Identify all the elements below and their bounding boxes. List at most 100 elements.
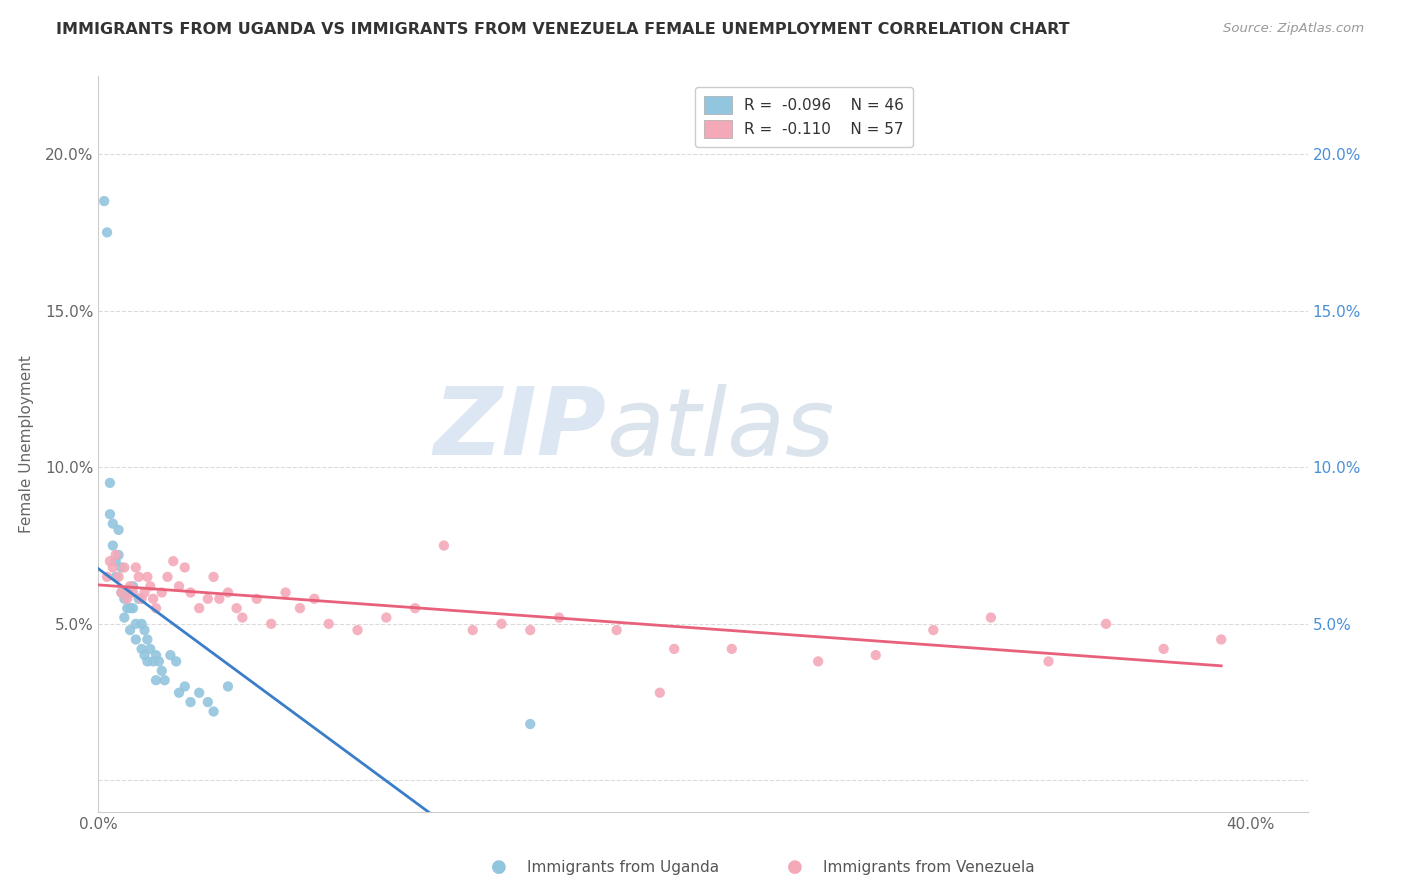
Point bbox=[648, 686, 671, 700]
Point bbox=[98, 554, 121, 568]
Point bbox=[519, 623, 541, 637]
Point bbox=[104, 554, 127, 568]
Point bbox=[128, 591, 150, 606]
Point bbox=[125, 560, 148, 574]
Point bbox=[115, 591, 138, 606]
Point bbox=[128, 570, 150, 584]
Point bbox=[122, 579, 145, 593]
Text: IMMIGRANTS FROM UGANDA VS IMMIGRANTS FROM VENEZUELA FEMALE UNEMPLOYMENT CORRELAT: IMMIGRANTS FROM UGANDA VS IMMIGRANTS FRO… bbox=[56, 22, 1070, 37]
Point bbox=[375, 610, 398, 624]
Point bbox=[404, 601, 426, 615]
Point bbox=[1095, 616, 1118, 631]
Point bbox=[136, 570, 159, 584]
Point bbox=[288, 601, 311, 615]
Point bbox=[98, 507, 121, 521]
Point bbox=[104, 570, 127, 584]
Point bbox=[167, 686, 190, 700]
Point bbox=[136, 632, 159, 647]
Point bbox=[110, 585, 132, 599]
Point bbox=[167, 579, 190, 593]
Point bbox=[110, 585, 132, 599]
Point bbox=[150, 664, 173, 678]
Point bbox=[165, 654, 187, 668]
Point bbox=[142, 591, 165, 606]
Point bbox=[107, 570, 129, 584]
Point bbox=[134, 585, 156, 599]
Text: ●: ● bbox=[786, 858, 803, 876]
Point bbox=[1038, 654, 1060, 668]
Point bbox=[139, 641, 162, 656]
Point bbox=[136, 654, 159, 668]
Point bbox=[980, 610, 1002, 624]
Text: ●: ● bbox=[491, 858, 508, 876]
Point bbox=[139, 579, 162, 593]
Point bbox=[217, 680, 239, 694]
Point bbox=[148, 654, 170, 668]
Point bbox=[188, 686, 211, 700]
Point bbox=[461, 623, 484, 637]
Point bbox=[112, 560, 135, 574]
Point bbox=[142, 654, 165, 668]
Point bbox=[125, 632, 148, 647]
Text: Source: ZipAtlas.com: Source: ZipAtlas.com bbox=[1223, 22, 1364, 36]
Point bbox=[260, 616, 283, 631]
Point bbox=[153, 673, 176, 688]
Point bbox=[346, 623, 368, 637]
Point bbox=[107, 523, 129, 537]
Point bbox=[1211, 632, 1233, 647]
Point bbox=[115, 585, 138, 599]
Point bbox=[304, 591, 326, 606]
Point bbox=[145, 601, 167, 615]
Point bbox=[98, 475, 121, 490]
Point bbox=[922, 623, 945, 637]
Point bbox=[807, 654, 830, 668]
Point bbox=[120, 601, 142, 615]
Point bbox=[188, 601, 211, 615]
Point bbox=[231, 610, 253, 624]
Text: atlas: atlas bbox=[606, 384, 835, 475]
Point bbox=[180, 585, 202, 599]
Y-axis label: Female Unemployment: Female Unemployment bbox=[20, 355, 34, 533]
Point bbox=[122, 585, 145, 599]
Point bbox=[96, 226, 118, 240]
Point bbox=[246, 591, 269, 606]
Point bbox=[225, 601, 247, 615]
Point bbox=[548, 610, 571, 624]
Point bbox=[274, 585, 297, 599]
Point bbox=[112, 591, 135, 606]
Point bbox=[1153, 641, 1175, 656]
Point bbox=[150, 585, 173, 599]
Legend: R =  -0.096    N = 46, R =  -0.110    N = 57: R = -0.096 N = 46, R = -0.110 N = 57 bbox=[695, 87, 912, 147]
Point bbox=[131, 641, 153, 656]
Point bbox=[202, 570, 225, 584]
Point bbox=[208, 591, 231, 606]
Point bbox=[131, 591, 153, 606]
Text: Immigrants from Venezuela: Immigrants from Venezuela bbox=[823, 860, 1035, 874]
Point bbox=[131, 616, 153, 631]
Point bbox=[101, 539, 124, 553]
Point bbox=[491, 616, 513, 631]
Point bbox=[433, 539, 456, 553]
Point bbox=[159, 648, 181, 662]
Point bbox=[145, 648, 167, 662]
Point bbox=[318, 616, 340, 631]
Point bbox=[173, 680, 195, 694]
Point bbox=[720, 641, 742, 656]
Point bbox=[197, 591, 219, 606]
Point bbox=[96, 570, 118, 584]
Point bbox=[107, 548, 129, 562]
Text: ZIP: ZIP bbox=[433, 383, 606, 475]
Point bbox=[134, 623, 156, 637]
Point bbox=[865, 648, 887, 662]
Point bbox=[156, 570, 179, 584]
Point bbox=[122, 601, 145, 615]
Point bbox=[217, 585, 239, 599]
Point bbox=[519, 717, 541, 731]
Point bbox=[104, 548, 127, 562]
Point bbox=[112, 610, 135, 624]
Point bbox=[120, 579, 142, 593]
Point bbox=[101, 516, 124, 531]
Text: Immigrants from Uganda: Immigrants from Uganda bbox=[527, 860, 720, 874]
Point bbox=[606, 623, 628, 637]
Point bbox=[145, 673, 167, 688]
